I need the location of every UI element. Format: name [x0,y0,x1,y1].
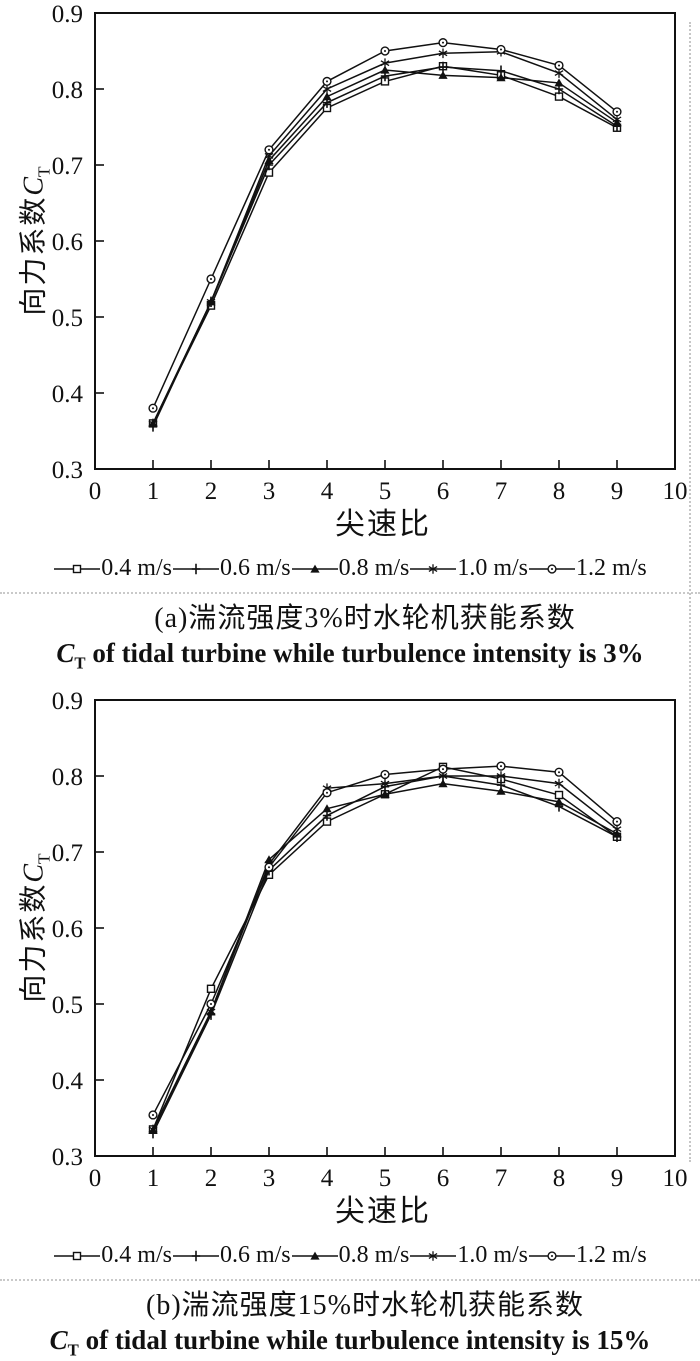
svg-text:10: 10 [663,1165,688,1190]
legend-item: 1.2 m/s [528,555,647,582]
y-axis-label-symbol: C [18,176,50,196]
chart-b-x-axis-label: 尖速比 [335,1195,431,1229]
svg-text:0.7: 0.7 [52,840,83,867]
legend-marker-circle-icon [529,563,576,574]
legend-label: 0.8 m/s [338,1242,410,1269]
legend-label: 0.6 m/s [219,1242,291,1269]
y-axis-label-text: 向力系数 [18,195,50,316]
chart-a-plot: 0 1 2 3 4 5 6 7 8 9 10 0.3 0.4 0.5 0.6 0.7 0.8 0.9 [52,1,688,503]
legend-marker-plus-icon [172,1250,219,1262]
legend-item: 0.6 m/s [172,1242,291,1269]
svg-text:5: 5 [379,1165,392,1190]
svg-text:0.6: 0.6 [52,916,83,943]
svg-text:7: 7 [495,478,508,503]
svg-text:9: 9 [611,1165,624,1190]
svg-text:0.5: 0.5 [52,992,83,1019]
caption-subscript: T [74,653,86,673]
svg-text:0.7: 0.7 [52,153,83,180]
legend-marker-asterisk-icon [410,1251,457,1261]
legend-label: 0.6 m/s [219,555,291,581]
chart-a-caption: (a)湍流强度3%时水轮机获能系数 CT of tidal turbine wh… [0,596,700,673]
legend-label: 0.4 m/s [101,555,172,581]
y-axis-label-text: 向力系数 [18,883,50,1004]
svg-text:0.5: 0.5 [52,305,83,332]
caption-text: of tidal turbine while turbulence intens… [78,1325,651,1356]
caption-subscript: T [67,1340,79,1360]
legend-marker-triangle-icon [291,1251,338,1260]
svg-text:0: 0 [89,478,102,503]
legend-item: 0.8 m/s [291,1242,410,1269]
chart-a-legend: 0.4 m/s 0.6 m/s 0.8 m/s 1.0 m/s 1.2 m/s [0,555,700,582]
svg-text:0.8: 0.8 [52,77,83,104]
svg-text:0.3: 0.3 [52,1144,83,1171]
legend-item: 1.0 m/s [409,1242,528,1269]
svg-text:5: 5 [379,478,392,503]
legend-item: 1.0 m/s [409,555,528,582]
chart-a-figure: 0 1 2 3 4 5 6 7 8 9 10 0.3 0.4 0.5 0.6 0.7 0.8 0.9 向力系数CT… [0,0,700,673]
svg-text:9: 9 [611,478,624,503]
svg-text:4: 4 [321,1165,334,1190]
chart-a-x-axis-label: 尖速比 [335,508,431,541]
chart-b-caption: (b)湍流强度15%时水轮机获能系数 CT of tidal turbine w… [0,1283,700,1360]
chart-b-plot-area: 0 1 2 3 4 5 6 7 8 9 10 0.3 0.4 0.5 0.6 0.7 0.8 0.9 向力系数CT [0,687,700,1190]
svg-text:0.4: 0.4 [52,1068,84,1095]
svg-text:0.4: 0.4 [52,381,84,408]
legend-item: 0.4 m/s [53,1242,172,1269]
svg-text:0.3: 0.3 [52,457,83,484]
chart-a-y-axis-label: 向力系数CT [12,166,55,315]
caption-symbol: C [56,638,75,668]
legend-item: 0.4 m/s [53,555,172,582]
legend-marker-square-icon [54,1251,101,1261]
svg-text:1: 1 [147,478,160,503]
y-axis-label-subscript: T [34,166,54,177]
svg-text:3: 3 [263,1165,276,1190]
svg-text:7: 7 [495,1165,508,1190]
chart-a-plot-area: 0 1 2 3 4 5 6 7 8 9 10 0.3 0.4 0.5 0.6 0.7 0.8 0.9 向力系数CT [0,0,700,503]
legend-marker-plus-icon [172,563,219,574]
legend-item: 0.6 m/s [172,555,291,582]
chart-b-y-axis-label: 向力系数CT [12,854,55,1003]
legend-marker-asterisk-icon [410,563,457,574]
chart-b-legend: 0.4 m/s 0.6 m/s 0.8 m/s 1.0 m/s 1.2 m/s [0,1242,700,1269]
caption-text: of tidal turbine while turbulence intens… [85,638,644,668]
y-axis-label-symbol: C [18,864,50,884]
svg-text:3: 3 [263,478,276,503]
svg-text:1: 1 [147,1165,160,1190]
legend-marker-triangle-icon [291,564,338,573]
chart-a-caption-en: CT of tidal turbine while turbulence int… [0,638,700,673]
svg-text:0.9: 0.9 [52,688,83,715]
svg-text:8: 8 [553,478,566,503]
y-axis-label-subscript: T [34,853,54,865]
legend-label: 1.2 m/s [576,1242,647,1269]
chart-b-plot: 0 1 2 3 4 5 6 7 8 9 10 0.3 0.4 0.5 0.6 0.7 0.8 0.9 [52,688,688,1190]
svg-text:2: 2 [205,478,218,503]
legend-item: 1.2 m/s [528,1242,647,1269]
legend-label: 1.0 m/s [457,555,529,581]
chart-b-caption-zh: (b)湍流强度15%时水轮机获能系数 [146,1290,584,1322]
legend-marker-circle-icon [529,1251,576,1261]
separator-dotted-line [0,1279,700,1282]
separator-dotted-line [0,592,700,594]
chart-b-figure: 0 1 2 3 4 5 6 7 8 9 10 0.3 0.4 0.5 0.6 0.7 0.8 0.9 向力系数CT… [0,687,700,1360]
svg-text:0.8: 0.8 [52,764,83,791]
legend-item: 0.8 m/s [291,555,410,582]
svg-text:8: 8 [553,1165,566,1190]
svg-text:2: 2 [205,1165,218,1190]
legend-label: 1.2 m/s [576,555,647,581]
svg-text:4: 4 [321,478,334,503]
svg-text:10: 10 [663,478,688,503]
legend-marker-square-icon [54,564,101,573]
svg-text:6: 6 [437,478,450,503]
svg-text:0.9: 0.9 [52,1,83,28]
svg-text:0: 0 [89,1165,102,1190]
svg-text:0.6: 0.6 [52,229,83,256]
legend-label: 1.0 m/s [457,1242,529,1269]
svg-text:6: 6 [437,1165,450,1190]
chart-a-caption-zh: (a)湍流强度3%时水轮机获能系数 [154,603,576,634]
legend-label: 0.4 m/s [101,1242,172,1269]
caption-symbol: C [49,1325,68,1356]
legend-label: 0.8 m/s [338,555,410,581]
chart-b-caption-en: CT of tidal turbine while turbulence int… [0,1325,700,1360]
